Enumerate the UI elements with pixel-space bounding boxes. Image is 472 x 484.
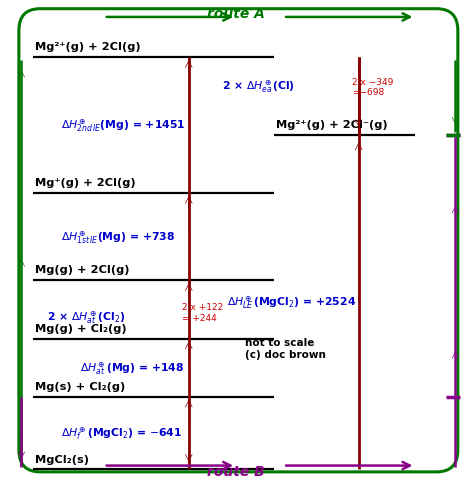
Text: route A: route A <box>207 7 265 21</box>
Text: $\Delta H^\oplus_f$(MgCl$_2$) = $-$641: $\Delta H^\oplus_f$(MgCl$_2$) = $-$641 <box>61 425 183 441</box>
Text: Mg⁺(g) + 2Cl(g): Mg⁺(g) + 2Cl(g) <box>35 178 136 188</box>
Text: Mg(s) + Cl₂(g): Mg(s) + Cl₂(g) <box>35 381 126 391</box>
Text: $\Delta H^\oplus_{1st\,IE}$(Mg) = +738: $\Delta H^\oplus_{1st\,IE}$(Mg) = +738 <box>61 229 176 245</box>
Text: route B: route B <box>207 464 265 478</box>
Text: 2 x −349
=−698: 2 x −349 =−698 <box>352 77 393 97</box>
Text: Mg(g) + 2Cl(g): Mg(g) + 2Cl(g) <box>35 265 130 275</box>
Text: Mg²⁺(g) + 2Cl(g): Mg²⁺(g) + 2Cl(g) <box>35 42 141 52</box>
Text: MgCl₂(s): MgCl₂(s) <box>35 454 89 464</box>
Text: 2 x +122
= +244: 2 x +122 = +244 <box>182 302 223 322</box>
Text: not to scale
(c) doc brown: not to scale (c) doc brown <box>245 338 326 359</box>
Text: 2 × $\Delta H^\oplus_{ea}$(Cl): 2 × $\Delta H^\oplus_{ea}$(Cl) <box>222 79 295 95</box>
Text: $\Delta H^\oplus_{at}$(Mg) = +148: $\Delta H^\oplus_{at}$(Mg) = +148 <box>80 360 185 376</box>
Text: $\Delta H^\oplus_{2nd\,IE}$(Mg) = +1451: $\Delta H^\oplus_{2nd\,IE}$(Mg) = +1451 <box>61 118 186 134</box>
Text: Mg²⁺(g) + 2Cl⁻(g): Mg²⁺(g) + 2Cl⁻(g) <box>276 120 388 130</box>
Text: 2 × $\Delta H^\oplus_{at}$(Cl$_2$): 2 × $\Delta H^\oplus_{at}$(Cl$_2$) <box>47 309 126 325</box>
Text: $\Delta H^\oplus_{LE}$(MgCl$_2$) = +2524: $\Delta H^\oplus_{LE}$(MgCl$_2$) = +2524 <box>227 294 356 311</box>
Text: Mg(g) + Cl₂(g): Mg(g) + Cl₂(g) <box>35 323 127 333</box>
